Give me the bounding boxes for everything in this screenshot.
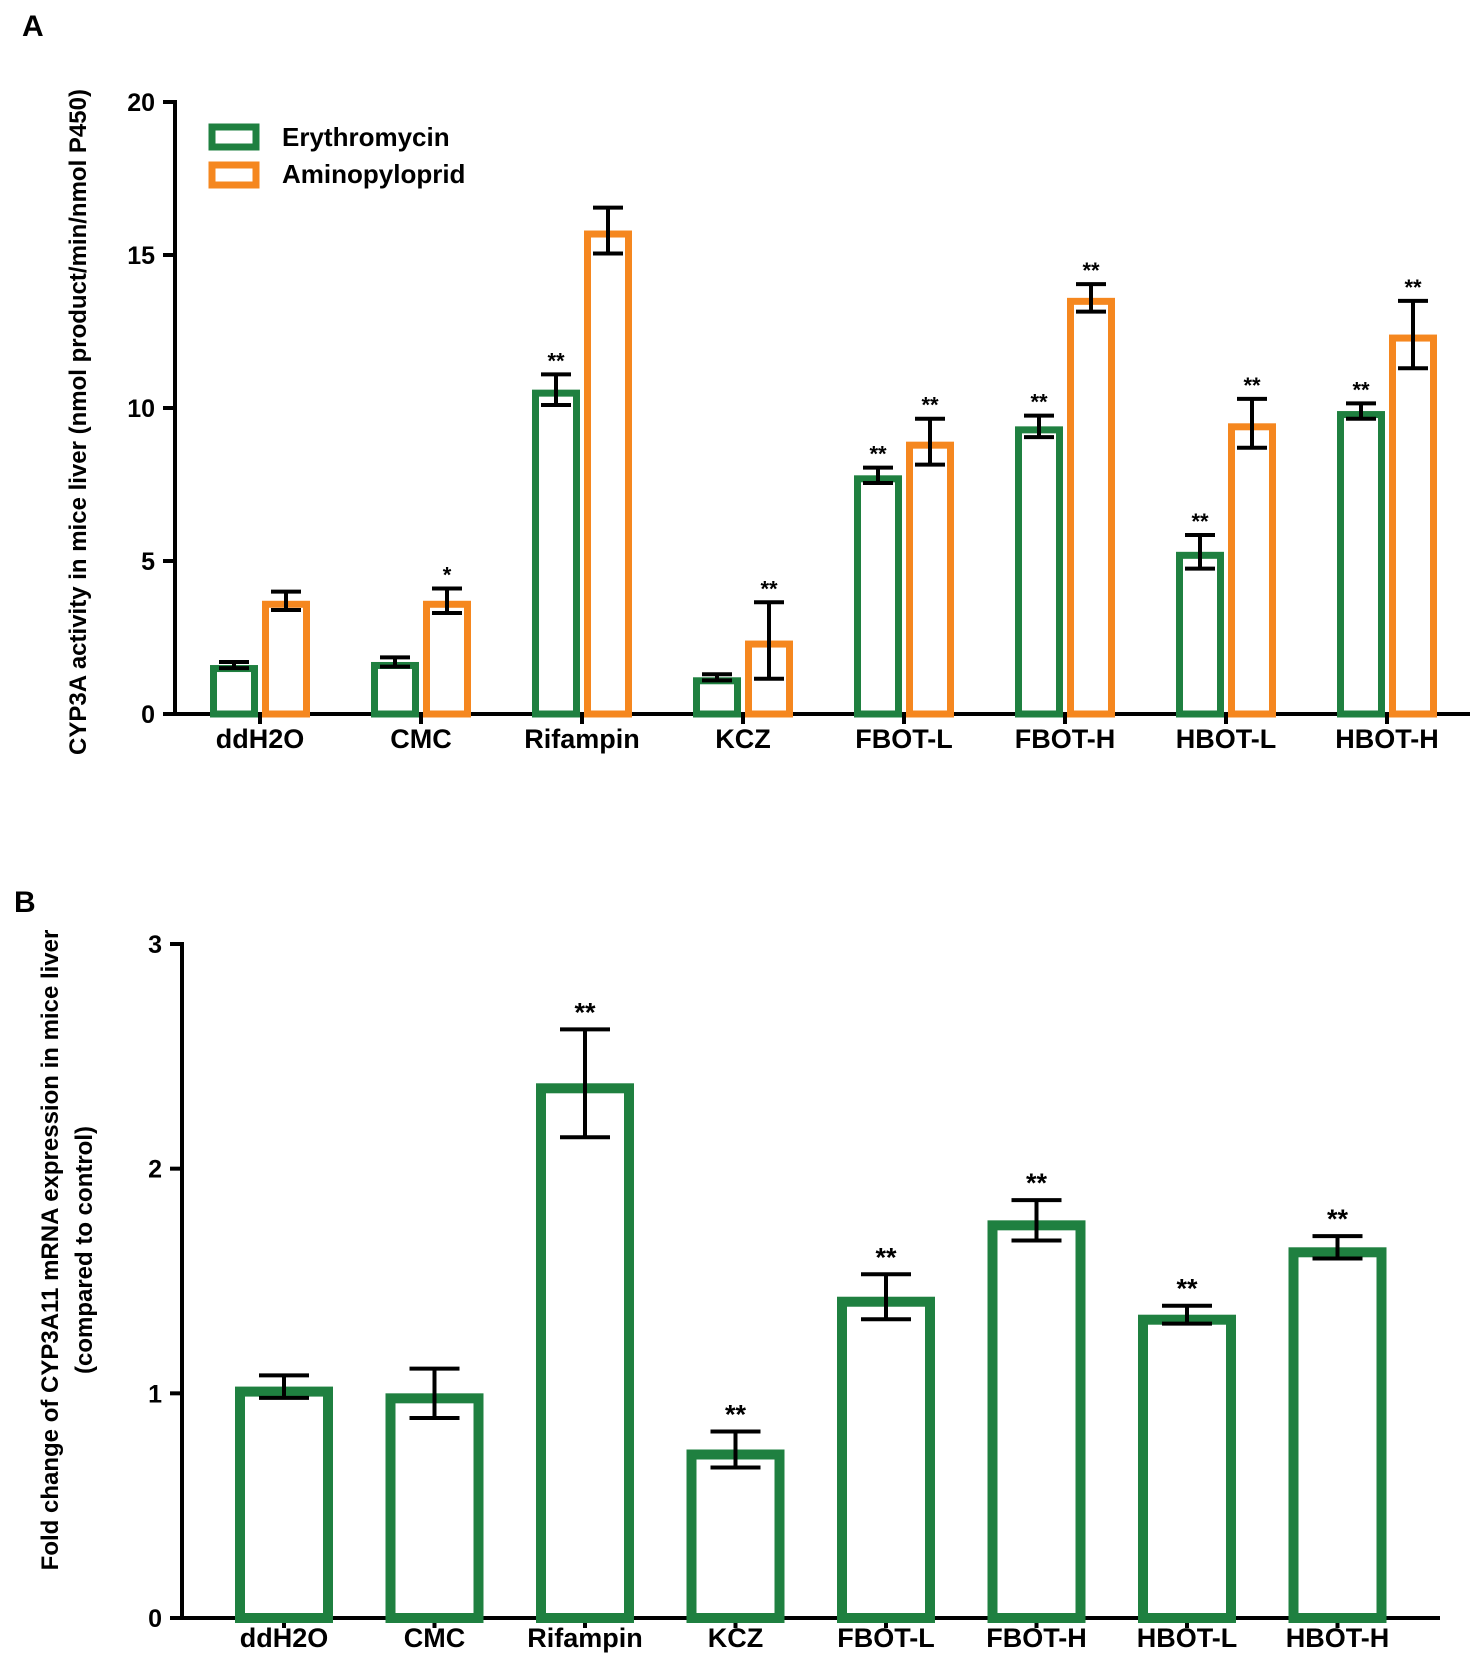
legend-swatch-aminopyloprid — [208, 161, 260, 189]
legend-swatch-erythromycin — [208, 123, 260, 151]
bar-erythromycin-fbot-l — [854, 475, 902, 718]
bar-cyp3a11-mrna-ddh2o — [235, 1386, 333, 1624]
bar-erythromycin-hbot-l — [1176, 551, 1224, 718]
x-tick-label-fbot-l: FBOT-L — [855, 724, 952, 754]
panel-a-legend: Erythromycin Aminopyloprid — [208, 122, 465, 189]
x-tick-label-fbot-h: FBOT-H — [986, 1623, 1087, 1653]
panel-b-bars: ** ** ** ** ** ** — [235, 997, 1387, 1624]
significance-cyp3a11-mrna-hbot-l: ** — [1176, 1274, 1198, 1304]
significance-cyp3a11-mrna-kcz: ** — [725, 1400, 747, 1430]
significance-aminopyloprid-hbot-l: ** — [1243, 373, 1261, 398]
bar-cyp3a11-mrna-cmc — [385, 1393, 484, 1624]
bar-erythromycin-kcz — [693, 677, 741, 718]
bar-aminopyloprid-fbot-l — [906, 441, 954, 718]
panel-a-axes: 0 5 10 15 20 ddH2O CMC Rifampin KCZ FBOT-L FBOT-H H… — [127, 89, 1470, 754]
bar-erythromycin-ddh2o — [210, 665, 258, 718]
y-tick-label-1: 1 — [148, 1380, 162, 1408]
bar-aminopyloprid-ddh2o — [262, 600, 310, 718]
panel-b-y-axis-subtitle: (compared to control) — [71, 1126, 98, 1374]
x-tick-label-hbot-l: HBOT-L — [1176, 724, 1277, 754]
bar-aminopyloprid-hbot-l — [1228, 423, 1276, 718]
bar-aminopyloprid-cmc — [423, 600, 471, 718]
x-tick-label-cmc: CMC — [390, 724, 452, 754]
bar-erythromycin-rifampin — [532, 389, 580, 718]
x-tick-label-hbot-l: HBOT-L — [1137, 1623, 1238, 1653]
x-tick-label-ddh2o: ddH2O — [240, 1623, 329, 1653]
panel-b: B Fold change of CYP3A11 mRNA expression… — [14, 886, 1440, 1653]
panel-a-y-axis-title: CYP3A activity in mice liver (nmol produ… — [65, 89, 92, 755]
x-tick-label-cmc: CMC — [404, 1623, 466, 1653]
bar-cyp3a11-mrna-fbot-h — [987, 1220, 1086, 1623]
x-tick-label-hbot-h: HBOT-H — [1335, 724, 1439, 754]
y-tick-label-10: 10 — [127, 395, 155, 423]
significance-cyp3a11-mrna-fbot-l: ** — [875, 1242, 897, 1272]
bar-cyp3a11-mrna-kcz — [686, 1449, 785, 1623]
x-tick-label-rifampin: Rifampin — [527, 1623, 643, 1653]
panel-b-y-axis-title: Fold change of CYP3A11 mRNA expression i… — [37, 930, 64, 1571]
bar-cyp3a11-mrna-fbot-l — [837, 1296, 935, 1624]
y-tick-label-0: 0 — [141, 701, 155, 729]
panel-a: A CYP3A activity in mice liver (nmol pro… — [22, 10, 1470, 755]
x-tick-label-hbot-h: HBOT-H — [1286, 1623, 1390, 1653]
significance-aminopyloprid-fbot-h: ** — [1082, 258, 1100, 283]
significance-erythromycin-rifampin: ** — [547, 348, 565, 373]
panel-b-letter: B — [14, 886, 36, 919]
bar-aminopyloprid-hbot-h — [1389, 334, 1437, 718]
x-tick-label-kcz: KCZ — [708, 1623, 764, 1653]
y-tick-label-15: 15 — [127, 242, 155, 270]
x-tick-label-rifampin: Rifampin — [524, 724, 640, 754]
significance-erythromycin-fbot-l: ** — [869, 442, 887, 467]
bar-erythromycin-cmc — [371, 661, 419, 718]
bar-erythromycin-fbot-h — [1015, 426, 1063, 718]
y-tick-label-20: 20 — [127, 89, 155, 117]
y-tick-label-5: 5 — [141, 548, 155, 576]
significance-erythromycin-hbot-l: ** — [1191, 509, 1209, 534]
x-tick-label-ddh2o: ddH2O — [216, 724, 305, 754]
y-tick-label-0: 0 — [148, 1605, 162, 1633]
y-tick-label-3: 3 — [148, 931, 162, 959]
significance-erythromycin-fbot-h: ** — [1030, 390, 1048, 415]
significance-erythromycin-hbot-h: ** — [1352, 377, 1370, 402]
significance-cyp3a11-mrna-hbot-h: ** — [1327, 1204, 1349, 1234]
panel-a-letter: A — [22, 10, 44, 43]
bar-aminopyloprid-fbot-h — [1067, 297, 1115, 718]
bar-erythromycin-hbot-h — [1337, 411, 1385, 718]
panel-a-bars: ********* ******** **** — [210, 205, 1437, 718]
significance-cyp3a11-mrna-fbot-h: ** — [1026, 1168, 1048, 1198]
significance-cyp3a11-mrna-rifampin: ** — [574, 997, 596, 1027]
significance-aminopyloprid-hbot-h: ** — [1404, 275, 1422, 300]
x-tick-label-kcz: KCZ — [715, 724, 771, 754]
legend-label-erythromycin: Erythromycin — [282, 122, 450, 152]
significance-aminopyloprid-fbot-l: ** — [921, 393, 939, 418]
x-tick-label-fbot-l: FBOT-L — [837, 1623, 934, 1653]
y-tick-label-2: 2 — [148, 1156, 162, 1184]
bar-cyp3a11-mrna-hbot-l — [1138, 1314, 1236, 1623]
bar-aminopyloprid-rifampin — [584, 230, 632, 718]
significance-aminopyloprid-cmc: * — [443, 563, 452, 588]
significance-aminopyloprid-kcz: ** — [760, 576, 778, 601]
legend-label-aminopyloprid: Aminopyloprid — [282, 159, 465, 189]
panel-b-axes: 0 1 2 3 ddH2O CMC Rifampin KCZ FBOT-L FBOT-H HBOT-… — [148, 931, 1440, 1653]
bar-cyp3a11-mrna-rifampin — [536, 1083, 634, 1623]
bar-cyp3a11-mrna-hbot-h — [1288, 1247, 1387, 1624]
x-tick-label-fbot-h: FBOT-H — [1015, 724, 1116, 754]
